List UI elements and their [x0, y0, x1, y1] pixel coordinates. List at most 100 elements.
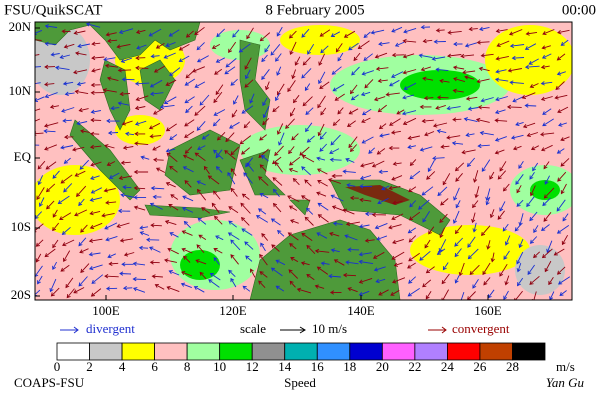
wind-arrow	[332, 221, 343, 226]
wind-arrow	[388, 145, 400, 151]
wind-arrow	[225, 58, 237, 68]
wind-arrow	[65, 277, 74, 289]
wind-arrow	[372, 251, 385, 259]
wind-arrow	[290, 257, 299, 263]
wind-arrow	[35, 253, 42, 263]
wind-arrow	[436, 95, 449, 100]
wind-arrow	[557, 276, 571, 285]
wind-arrow	[133, 169, 149, 175]
wind-arrow	[230, 254, 239, 265]
wind-arrow	[149, 79, 163, 88]
wind-arrow	[44, 41, 57, 47]
wind-arrow	[274, 145, 284, 157]
wind-arrow	[133, 195, 147, 200]
wind-arrow	[148, 28, 162, 37]
wind-arrow	[559, 290, 567, 297]
wind-arrow	[408, 186, 417, 193]
wind-arrow	[357, 40, 370, 49]
wind-arrow	[466, 157, 476, 168]
wind-arrow	[116, 222, 130, 229]
wind-arrow	[258, 176, 269, 186]
wind-arrow	[529, 83, 539, 89]
wind-arrow	[319, 143, 328, 152]
header-right: 00:00	[562, 2, 596, 18]
wind-arrow	[165, 123, 177, 132]
wind-arrow	[199, 271, 207, 280]
wind-arrow	[136, 44, 147, 50]
wind-arrow	[526, 132, 539, 138]
wind-arrow	[122, 285, 133, 291]
wind-arrow	[244, 241, 254, 250]
wind-arrow	[504, 235, 511, 246]
wind-arrow	[132, 287, 146, 293]
wind-arrow	[349, 195, 359, 201]
lon-labels: 100E 120E 140E 160E	[92, 295, 502, 318]
wind-arrow	[419, 104, 432, 110]
wind-arrow	[45, 161, 57, 170]
wind-arrow	[304, 216, 314, 226]
wind-arrow	[317, 95, 326, 109]
wind-arrow	[228, 220, 237, 228]
wind-arrow	[335, 43, 343, 53]
wind-arrow	[506, 104, 522, 110]
wind-arrow	[345, 158, 355, 163]
wind-arrow	[207, 175, 220, 185]
wind-arrow	[495, 28, 508, 34]
wind-arrow	[409, 200, 417, 208]
wind-arrow	[287, 80, 296, 93]
wind-arrow	[392, 238, 404, 245]
wind-arrow	[105, 235, 118, 242]
wind-arrow	[259, 193, 269, 199]
wind-arrow	[90, 187, 103, 194]
wind-arrow	[532, 162, 539, 172]
wind-arrow	[485, 196, 491, 206]
wind-arrow	[277, 230, 285, 237]
wind-arrow	[229, 121, 240, 129]
wind-arrow	[104, 63, 118, 69]
wind-arrow	[194, 152, 206, 162]
wind-arrow	[418, 199, 430, 210]
wind-arrow	[166, 152, 178, 163]
wind-arrow	[149, 246, 161, 253]
wind-arrow	[320, 261, 330, 266]
wind-arrow	[497, 170, 507, 180]
wind-arrow	[196, 55, 209, 63]
wind-arrow	[318, 71, 326, 85]
wind-arrow	[106, 161, 116, 167]
wind-arrow	[483, 277, 491, 286]
wind-arrow	[305, 207, 314, 215]
wind-arrow	[300, 261, 310, 266]
wind-arrow	[259, 134, 267, 141]
wind-arrow	[146, 237, 160, 242]
wind-arrow	[166, 285, 180, 293]
wind-arrow	[472, 200, 479, 209]
wind-arrow	[60, 264, 70, 272]
wind-arrow	[197, 145, 206, 151]
wind-arrow	[364, 79, 374, 89]
wind-arrow	[508, 29, 523, 36]
wind-arrow	[102, 88, 117, 93]
wind-arrow	[37, 275, 43, 285]
wind-arrow	[316, 232, 328, 239]
wind-arrow	[512, 95, 524, 103]
wind-arrow	[149, 91, 164, 97]
wind-arrow	[407, 288, 420, 297]
wind-arrow	[515, 121, 524, 127]
wind-arrow	[72, 146, 85, 152]
wind-arrow	[52, 239, 59, 249]
lat-label: 20S	[11, 287, 31, 302]
wind-arrow	[289, 243, 297, 250]
wind-arrow	[78, 198, 85, 207]
wind-arrow	[499, 201, 506, 212]
wind-arrow	[181, 247, 193, 254]
wind-arrow	[390, 130, 401, 135]
wind-arrow	[168, 203, 179, 211]
wind-arrow	[196, 42, 205, 51]
wind-arrow	[494, 77, 509, 82]
wind-arrow	[441, 289, 449, 300]
wind-arrow	[134, 141, 149, 146]
wind-arrow	[337, 52, 344, 62]
wind-arrow	[289, 156, 301, 166]
wind-arrow	[435, 104, 446, 110]
wind-arrow	[79, 159, 90, 170]
